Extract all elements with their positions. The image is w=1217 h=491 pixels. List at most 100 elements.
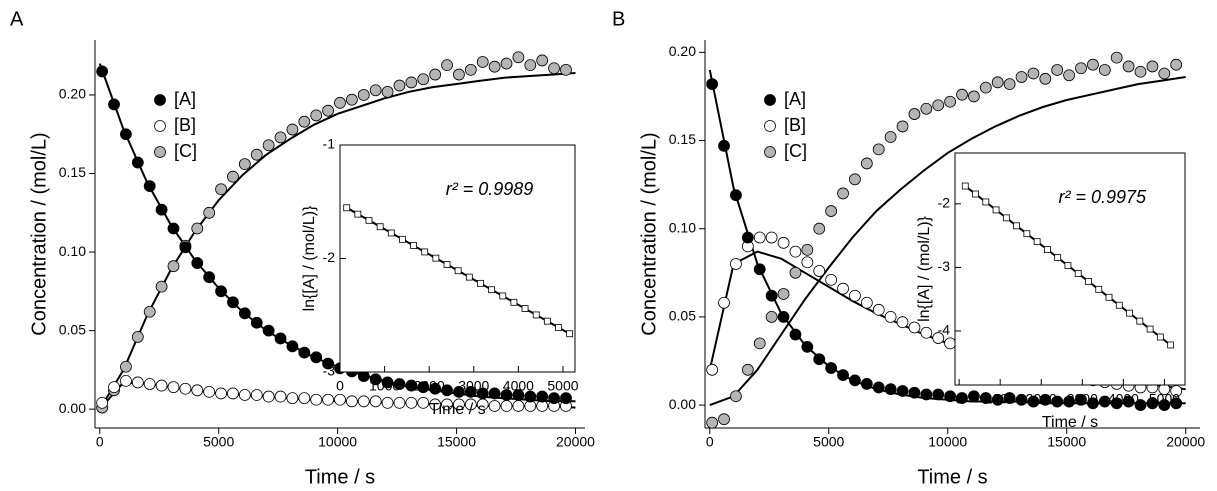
data-point — [310, 109, 323, 122]
data-point — [345, 395, 358, 408]
data-point — [381, 85, 394, 98]
data-point — [405, 379, 418, 392]
data-point — [1122, 395, 1135, 408]
data-point — [399, 235, 406, 243]
data-point — [203, 206, 216, 219]
data-point — [453, 385, 465, 398]
data-point — [143, 305, 156, 318]
data-point — [369, 84, 382, 97]
data-point — [381, 376, 394, 389]
x-axis-title: Time / s — [1042, 414, 1098, 431]
legend-marker — [764, 120, 776, 132]
data-point — [920, 102, 933, 115]
data-point — [543, 317, 551, 325]
data-point — [1051, 395, 1064, 408]
data-point — [566, 330, 574, 338]
data-point — [376, 223, 384, 231]
data-point — [334, 393, 346, 406]
data-point — [968, 390, 980, 403]
data-point — [1158, 67, 1171, 80]
data-point — [849, 374, 861, 387]
data-point — [322, 393, 335, 406]
data-point — [454, 267, 462, 275]
data-point — [429, 398, 442, 411]
x-tick-label: 0 — [706, 434, 714, 450]
data-point — [932, 332, 945, 344]
x-tick-label: 2000 — [414, 378, 445, 394]
data-point — [120, 374, 132, 387]
data-point — [560, 63, 572, 76]
x-tick-label: 15000 — [1047, 434, 1086, 450]
data-point — [560, 392, 572, 405]
x-axis-title: Time / s — [305, 466, 375, 488]
data-point — [1110, 397, 1123, 410]
legend-label: [B] — [784, 115, 806, 135]
data-point — [896, 316, 909, 329]
data-point — [718, 296, 730, 309]
data-point — [203, 385, 216, 398]
legend-label: [A] — [174, 89, 196, 109]
data-point — [443, 261, 451, 268]
x-tick-label: 0 — [955, 391, 963, 407]
fit-line — [709, 76, 1186, 407]
data-point — [488, 286, 496, 294]
data-point — [777, 236, 790, 249]
data-point — [453, 398, 465, 411]
data-point — [1095, 285, 1103, 293]
data-point — [706, 363, 719, 376]
x-tick-label: 5000 — [1149, 391, 1180, 407]
data-point — [203, 271, 216, 284]
data-point — [155, 379, 168, 392]
data-point — [1039, 393, 1052, 406]
data-point — [441, 384, 453, 397]
data-point — [1156, 333, 1164, 341]
legend-marker — [154, 94, 166, 106]
data-point — [262, 139, 275, 152]
data-point — [825, 205, 838, 217]
data-point — [972, 190, 979, 198]
data-point — [179, 382, 192, 395]
data-point — [908, 321, 921, 334]
data-point — [536, 54, 549, 67]
data-point — [1098, 395, 1111, 408]
data-point — [706, 416, 719, 429]
data-point — [932, 388, 945, 401]
data-point — [1002, 214, 1010, 222]
data-point — [488, 387, 501, 400]
data-point — [429, 68, 442, 81]
data-point — [730, 258, 742, 270]
data-point — [1051, 64, 1064, 76]
y-tick-label: -3 — [938, 258, 951, 274]
inset-frame — [954, 152, 1186, 386]
inset: 0 1000 2000 3000 4000 5000 -4 -3 -2 Time / s ln{[A… — [916, 152, 1186, 431]
data-point — [167, 381, 180, 394]
data-point — [1110, 51, 1123, 64]
data-point — [393, 378, 406, 390]
data-point — [500, 400, 513, 412]
data-point — [510, 298, 518, 306]
data-point — [365, 216, 373, 224]
data-point — [1167, 341, 1175, 349]
data-point — [1075, 393, 1087, 406]
data-point — [441, 398, 453, 411]
data-point — [120, 128, 132, 141]
data-point — [512, 400, 525, 412]
data-point — [837, 282, 849, 295]
data-point — [1087, 58, 1099, 71]
data-point — [1064, 262, 1072, 269]
data-point — [1146, 325, 1154, 333]
y-axis-title: ln{[A] / (mol/L)} — [916, 215, 933, 321]
data-point — [548, 62, 560, 75]
data-point — [405, 396, 418, 409]
y-tick-label: -1 — [323, 136, 336, 152]
y-axis-title: Concentration / (mol/L) — [638, 132, 660, 335]
data-point — [227, 296, 239, 309]
data-point — [932, 99, 945, 112]
data-point — [322, 104, 335, 117]
data-point — [860, 157, 873, 170]
data-point — [227, 387, 239, 400]
data-point — [860, 378, 873, 390]
data-point — [96, 65, 109, 78]
data-point — [979, 392, 992, 404]
data-point — [512, 51, 525, 64]
